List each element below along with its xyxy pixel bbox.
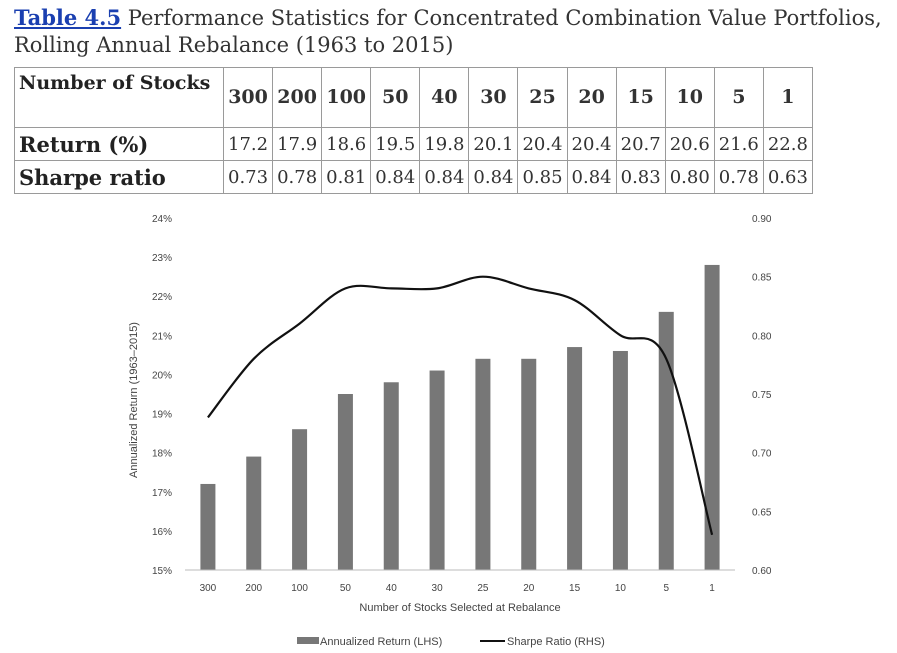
x-tick-label: 10 — [615, 583, 627, 594]
table-number-link[interactable]: Table 4.5 — [14, 5, 122, 30]
x-tick-label: 5 — [663, 583, 669, 594]
legend-bar-swatch — [297, 637, 319, 644]
right-tick-label: 0.60 — [752, 566, 772, 577]
return-bar — [612, 350, 628, 570]
cell-return: 17.9 — [272, 127, 323, 161]
left-tick-label: 18% — [152, 449, 172, 460]
cell-return: 20.1 — [468, 127, 519, 161]
line-series — [207, 275, 714, 536]
cell-stocks: 5 — [713, 67, 764, 128]
cell-sharpe: 0.78 — [272, 160, 323, 194]
cell-stocks: 1 — [762, 67, 813, 128]
x-tick-label: 100 — [291, 583, 308, 594]
cell-sharpe: 0.83 — [615, 160, 666, 194]
left-tick-label: 15% — [152, 566, 172, 577]
y-axis-title: Annualized Return (1963–2015) — [128, 322, 140, 478]
cell-return: 18.6 — [321, 127, 372, 161]
cell-return: 20.4 — [566, 127, 617, 161]
cell-return: 22.8 — [762, 127, 813, 161]
return-bar — [567, 347, 583, 570]
return-bar — [337, 394, 353, 570]
x-tick-label: 200 — [245, 583, 262, 594]
return-bar — [658, 311, 674, 570]
legend-return-label: Annualized Return (LHS) — [320, 636, 442, 648]
x-tick-label: 30 — [432, 583, 444, 594]
left-tick-label: 24% — [152, 214, 172, 225]
cell-sharpe: 0.85 — [517, 160, 568, 194]
left-tick-label: 22% — [152, 292, 172, 303]
cell-return: 19.5 — [370, 127, 421, 161]
cell-stocks: 10 — [664, 67, 715, 128]
cell-return: 20.6 — [664, 127, 715, 161]
caption-title-line2: Rolling Annual Rebalance (1963 to 2015) — [14, 33, 454, 57]
cell-stocks: 15 — [615, 67, 666, 128]
right-axis-ticks: 0.60 0.65 0.70 0.75 0.80 0.85 0.90 — [752, 214, 772, 577]
left-tick-label: 16% — [152, 527, 172, 538]
x-axis-title: Number of Stocks Selected at Rebalance — [359, 602, 560, 614]
x-tick-label: 50 — [340, 583, 352, 594]
return-bar — [383, 382, 399, 570]
row-header-stocks: Number of Stocks — [14, 67, 224, 128]
table-caption: Table 4.5 Performance Statistics for Con… — [14, 4, 884, 59]
right-tick-label: 0.90 — [752, 214, 772, 225]
caption-title-line1: Performance Statistics for Concentrated … — [121, 6, 882, 30]
cell-return: 20.7 — [615, 127, 666, 161]
cell-sharpe: 0.84 — [419, 160, 470, 194]
return-bar — [292, 429, 308, 570]
left-tick-label: 23% — [152, 253, 172, 264]
sharpe-line — [207, 275, 714, 536]
cell-sharpe: 0.63 — [762, 160, 813, 194]
row-header-sharpe: Sharpe ratio — [14, 160, 224, 194]
cell-stocks: 25 — [517, 67, 568, 128]
x-axis-ticks: 300 200 100 50 40 30 25 20 15 10 5 1 — [200, 583, 716, 594]
cell-return: 17.2 — [222, 127, 274, 161]
x-tick-label: 20 — [523, 583, 535, 594]
cell-stocks: 300 — [222, 67, 274, 128]
cell-stocks: 30 — [468, 67, 519, 128]
return-bar — [704, 264, 720, 570]
right-tick-label: 0.65 — [752, 507, 772, 518]
x-tick-label: 25 — [477, 583, 489, 594]
cell-sharpe: 0.84 — [370, 160, 421, 194]
legend-sharpe-label: Sharpe Ratio (RHS) — [507, 636, 605, 648]
left-tick-label: 21% — [152, 331, 172, 342]
cell-stocks: 100 — [321, 67, 372, 128]
right-tick-label: 0.70 — [752, 449, 772, 460]
x-tick-label: 40 — [386, 583, 398, 594]
cell-return: 20.4 — [517, 127, 568, 161]
bar-series — [200, 264, 720, 570]
cell-stocks: 20 — [566, 67, 617, 128]
table-row-sharpe: Sharpe ratio 0.73 0.78 0.81 0.84 0.84 0.… — [14, 160, 813, 194]
return-bar — [475, 358, 491, 570]
cell-stocks: 40 — [419, 67, 470, 128]
row-header-return: Return (%) — [14, 127, 224, 161]
return-bar — [429, 370, 445, 570]
cell-sharpe: 0.84 — [566, 160, 617, 194]
cell-stocks: 50 — [370, 67, 421, 128]
cell-sharpe: 0.81 — [321, 160, 372, 194]
left-tick-label: 19% — [152, 410, 172, 421]
table-row-stocks: Number of Stocks 300 200 100 50 40 30 25… — [14, 67, 813, 128]
return-bar — [521, 358, 537, 570]
return-bar — [246, 456, 262, 570]
x-tick-label: 1 — [709, 583, 715, 594]
cell-sharpe: 0.80 — [664, 160, 715, 194]
right-tick-label: 0.75 — [752, 390, 772, 401]
left-tick-label: 17% — [152, 488, 172, 499]
left-tick-label: 20% — [152, 370, 172, 381]
return-bar — [200, 483, 216, 570]
right-tick-label: 0.85 — [752, 273, 772, 284]
performance-table: Number of Stocks 300 200 100 50 40 30 25… — [14, 67, 813, 194]
legend: Annualized Return (LHS) Sharpe Ratio (RH… — [297, 636, 605, 648]
cell-sharpe: 0.84 — [468, 160, 519, 194]
cell-sharpe: 0.73 — [222, 160, 274, 194]
x-tick-label: 300 — [200, 583, 217, 594]
x-tick-label: 15 — [569, 583, 581, 594]
left-axis-ticks: 15% 16% 17% 18% 19% 20% 21% 22% 23% 24% — [152, 214, 172, 577]
cell-return: 21.6 — [713, 127, 764, 161]
right-tick-label: 0.80 — [752, 331, 772, 342]
